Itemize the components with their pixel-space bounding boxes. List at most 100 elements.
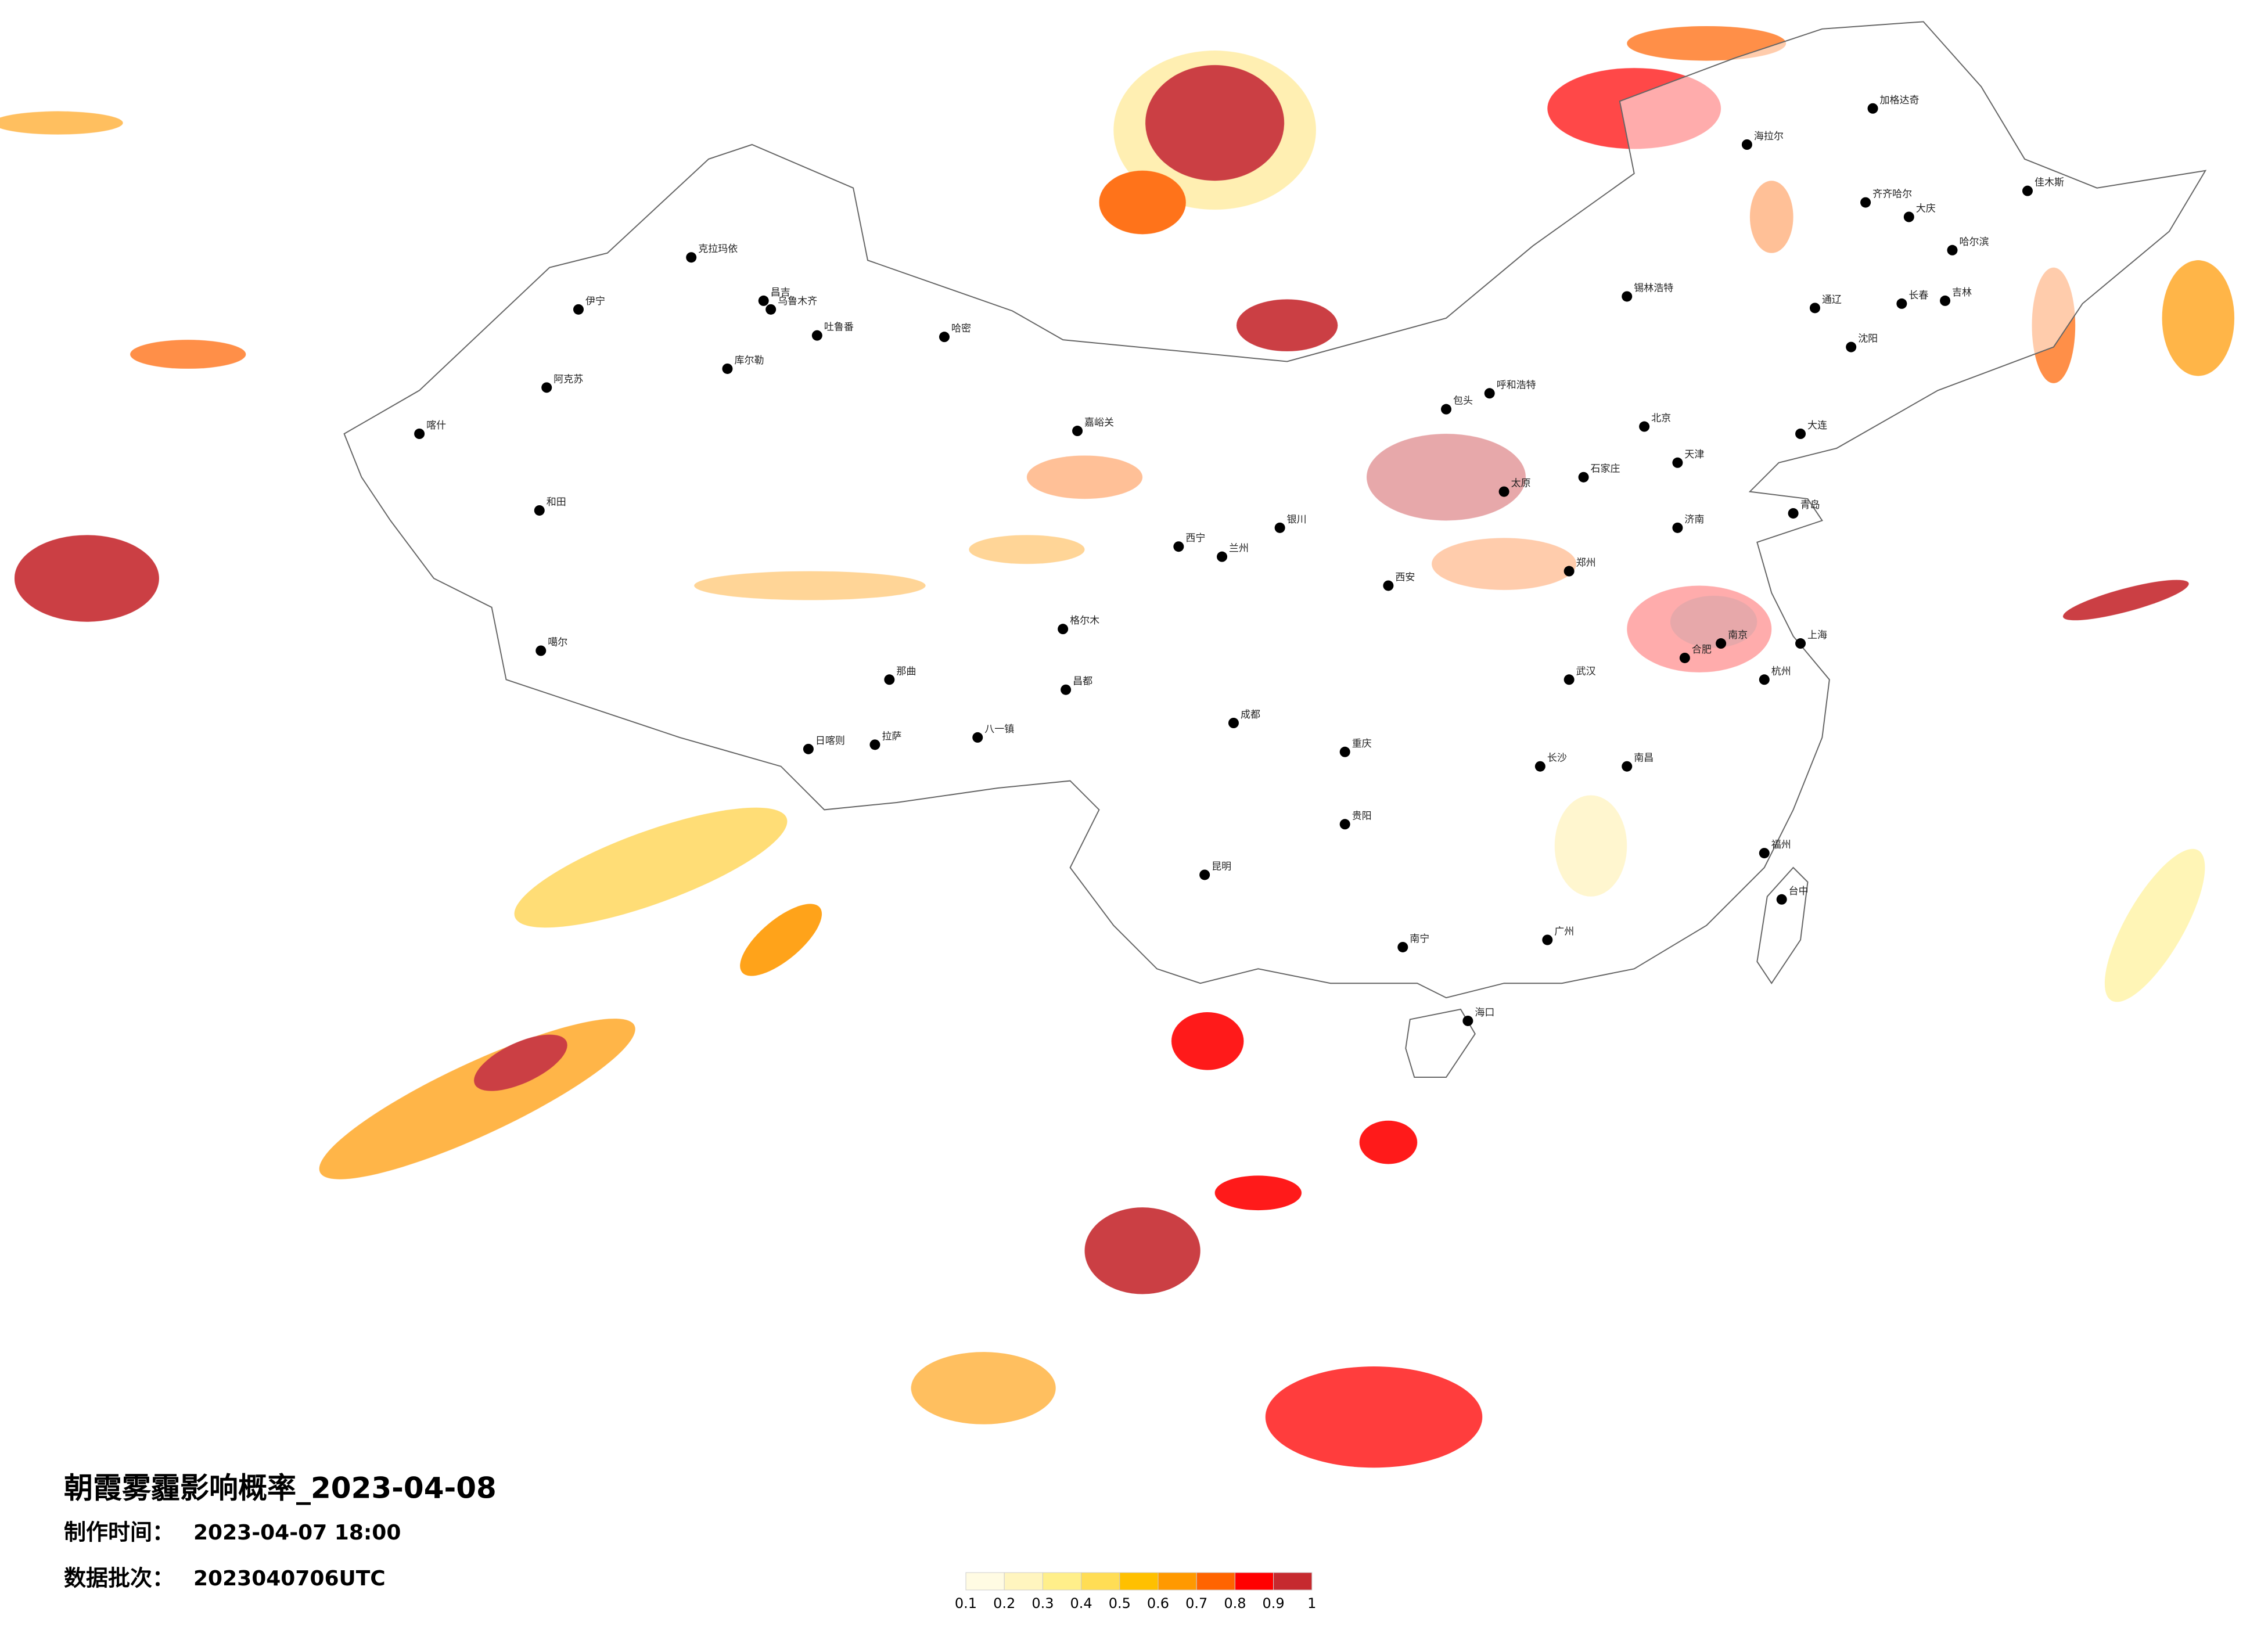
city-label: 八一镇	[984, 724, 1014, 735]
colorbar-tick-label: 0.5	[1109, 1595, 1131, 1611]
city-label: 西安	[1395, 571, 1415, 583]
city-dot	[1484, 388, 1495, 399]
city-dot	[1534, 761, 1545, 772]
city-label: 昌都	[1073, 676, 1092, 688]
city-label: 重庆	[1352, 738, 1372, 750]
city-label: 青岛	[1800, 499, 1820, 511]
city-dot	[1339, 746, 1350, 757]
city-dot	[939, 332, 950, 343]
colorbar-tick-label: 0.7	[1185, 1595, 1207, 1611]
taiwan-outline	[1756, 866, 1809, 984]
city-label: 格尔木	[1070, 615, 1099, 627]
city-label: 贵阳	[1352, 810, 1372, 822]
city-label: 乌鲁木齐	[778, 296, 817, 307]
city-label: 锡林浩特	[1634, 282, 1673, 294]
hainan-outline	[1405, 1008, 1476, 1078]
time-label: 制作时间：	[64, 1520, 174, 1545]
city-dot	[1809, 303, 1820, 314]
city-dot	[541, 382, 552, 393]
city-label: 大连	[1807, 420, 1827, 431]
city-label: 银川	[1287, 514, 1307, 526]
city-dot	[1788, 508, 1799, 519]
city-dot	[758, 295, 769, 306]
city-label: 南昌	[1634, 753, 1654, 764]
city-dot	[1896, 298, 1907, 309]
city-label: 呼和浩特	[1497, 379, 1536, 391]
city-dot	[1903, 211, 1914, 222]
city-label: 吐鲁番	[824, 322, 854, 333]
city-label: 海口	[1475, 1007, 1494, 1019]
city-dot	[1563, 566, 1575, 577]
city-dot	[811, 330, 822, 341]
city-dot	[534, 505, 545, 516]
city-label: 台中	[1789, 886, 1809, 897]
city-dot	[1940, 295, 1951, 306]
colorbar-box	[1081, 1572, 1120, 1591]
map-title: 朝霞雾霾影响概率_2023-04-08	[64, 1472, 497, 1505]
city-dot	[414, 429, 425, 439]
city-dot	[1274, 522, 1285, 533]
city-dot	[1741, 139, 1752, 150]
city-dot	[686, 252, 697, 263]
city-dot	[722, 363, 733, 374]
haze-field	[0, 21, 2235, 1468]
city-label: 长春	[1908, 290, 1928, 301]
city-label: 兰州	[1229, 543, 1249, 555]
city-label: 武汉	[1576, 665, 1596, 677]
city-dot	[1173, 541, 1184, 552]
city-label: 哈尔滨	[1960, 236, 1989, 248]
colorbar-box	[965, 1572, 1005, 1591]
city-label: 噶尔	[548, 637, 567, 649]
colorbar-tick-label: 1	[1307, 1595, 1316, 1611]
city-label: 石家庄	[1591, 463, 1620, 475]
colorbar-tick-label: 0.9	[1263, 1595, 1285, 1611]
city-label: 南宁	[1410, 933, 1429, 945]
city-dot	[1542, 934, 1553, 945]
city-dot	[1759, 674, 1770, 685]
colorbar-box	[1042, 1572, 1082, 1591]
city-label: 郑州	[1576, 557, 1596, 569]
city-dot	[535, 645, 547, 656]
colorbar-box	[1273, 1572, 1313, 1591]
city-label: 包头	[1453, 395, 1473, 407]
colorbar-tick-label: 0.3	[1031, 1595, 1054, 1611]
city-label: 广州	[1554, 926, 1574, 938]
city-label: 克拉玛依	[698, 243, 738, 255]
colorbar-box	[1234, 1572, 1274, 1591]
city-dot	[1622, 761, 1633, 772]
colorbar-box	[1196, 1572, 1235, 1591]
city-dot	[1058, 624, 1069, 635]
city-label: 杭州	[1771, 665, 1791, 677]
city-label: 成都	[1241, 709, 1260, 721]
city-label: 上海	[1807, 629, 1827, 641]
city-dot	[1228, 718, 1239, 728]
city-label: 太原	[1511, 478, 1531, 490]
city-label: 和田	[547, 497, 566, 508]
city-label: 哈密	[951, 323, 971, 334]
city-dot	[972, 732, 983, 743]
city-label: 昌吉	[771, 287, 790, 298]
city-dot	[765, 304, 777, 315]
colorbar-tick-label: 0.6	[1147, 1595, 1169, 1611]
city-dot	[1578, 472, 1589, 483]
city-label: 喀什	[426, 420, 446, 431]
batch-value: 2023040706UTC	[193, 1567, 386, 1591]
city-label: 吉林	[1952, 287, 1972, 298]
city-dot	[1498, 486, 1509, 497]
city-dot	[1563, 674, 1575, 685]
city-label: 福州	[1771, 839, 1791, 851]
city-label: 合肥	[1692, 644, 1712, 656]
city-label: 那曲	[896, 665, 916, 677]
city-dot	[1339, 819, 1350, 830]
city-dot	[1716, 638, 1727, 649]
city-dot	[1441, 404, 1451, 415]
city-label: 嘉峪关	[1084, 417, 1114, 429]
city-label: 阿克苏	[553, 373, 583, 385]
city-label: 济南	[1684, 514, 1704, 526]
city-label: 佳木斯	[2035, 177, 2064, 189]
city-dot	[2022, 185, 2033, 196]
city-dot	[1759, 848, 1770, 859]
city-label: 沈阳	[1858, 333, 1878, 345]
city-dot	[1846, 341, 1857, 352]
